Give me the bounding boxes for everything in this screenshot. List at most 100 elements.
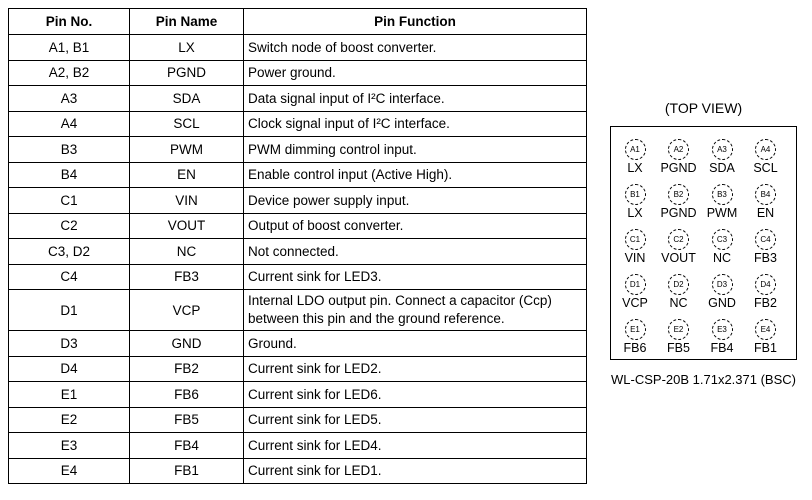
pin-id: A2: [668, 139, 689, 160]
top-view-title: (TOP VIEW): [664, 100, 743, 116]
pin-function: Current sink for LED3.: [243, 263, 587, 290]
table-row: C4 FB3 Current sink for LED3.: [8, 263, 587, 290]
pin-no: A1, B1: [8, 34, 130, 61]
pin-ball: E2 FB5: [657, 319, 701, 355]
pin-label: PGND: [660, 161, 697, 175]
pin-no: D4: [8, 355, 130, 382]
pin-id: C1: [624, 229, 646, 250]
pin-function: Switch node of boost converter.: [243, 34, 587, 61]
pin-function-table: Pin No. Pin Name Pin Function A1, B1 LX Sw…: [8, 8, 587, 484]
pin-name: SCL: [129, 110, 244, 137]
pin-function: Enable control input (Active High).: [243, 161, 587, 188]
pin-id: E4: [755, 319, 776, 340]
pin-ball: C4 FB3: [744, 229, 788, 265]
pin-ball: D2 NC: [657, 274, 701, 310]
pin-ball: A2 PGND: [657, 139, 701, 175]
pin-name: FB5: [129, 406, 244, 433]
pin-no: B4: [8, 161, 130, 188]
pin-ball: E4 FB1: [744, 319, 788, 355]
table-row: A2, B2 PGND Power ground.: [8, 59, 587, 86]
pin-id: A3: [711, 139, 733, 160]
pin-no: E4: [8, 457, 130, 484]
pin-name: PWM: [129, 136, 244, 163]
pin-ball: D3 GND: [700, 274, 744, 310]
pin-no: E3: [8, 432, 130, 459]
pin-name: VOUT: [129, 212, 244, 239]
pin-id: D4: [755, 274, 776, 295]
pin-function: Current sink for LED6.: [243, 381, 587, 408]
pin-id: E2: [668, 319, 689, 340]
pin-no: C1: [8, 187, 130, 214]
pin-label: FB3: [754, 251, 777, 265]
pin-no: D1: [8, 289, 130, 331]
pin-no: C4: [8, 263, 130, 290]
pin-ball: B2 PGND: [657, 184, 701, 220]
pin-ball: B4 EN: [744, 184, 788, 220]
pin-no: A4: [8, 110, 130, 137]
table-row: C1 VIN Device power supply input.: [8, 187, 587, 214]
header-pin-no: Pin No.: [8, 8, 130, 35]
pin-function: Current sink for LED4.: [243, 432, 587, 459]
pin-label: NC: [712, 251, 732, 265]
pin-id: A4: [755, 139, 776, 160]
pin-function: Power ground.: [243, 59, 587, 86]
pin-id: D3: [711, 274, 733, 295]
pin-id: E1: [624, 319, 646, 340]
pin-function: Data signal input of I²C interface.: [243, 85, 587, 112]
pin-function: Device power supply input.: [243, 187, 587, 214]
pin-no: A3: [8, 85, 130, 112]
pin-label: PGND: [660, 206, 697, 220]
table-row: D4 FB2 Current sink for LED2.: [8, 355, 587, 382]
pin-label: FB5: [667, 341, 690, 355]
pin-id: B3: [711, 184, 733, 205]
pin-label: SCL: [753, 161, 778, 175]
table-row: C3, D2 NC Not connected.: [8, 238, 587, 265]
pin-ball: C1 VIN: [613, 229, 657, 265]
pin-no: B3: [8, 136, 130, 163]
table-row: E1 FB6 Current sink for LED6.: [8, 381, 587, 408]
pin-no: D3: [8, 330, 130, 357]
pin-ball: A3 SDA: [700, 139, 744, 175]
pin-label: SDA: [709, 161, 735, 175]
pin-id: A1: [624, 139, 646, 160]
pin-label: EN: [756, 206, 775, 220]
header-pin-function: Pin Function: [243, 8, 587, 35]
pin-name: FB6: [129, 381, 244, 408]
table-row: D1 VCP Internal LDO output pin. Connect a …: [8, 289, 587, 331]
pin-function: Ground.: [243, 330, 587, 357]
package-caption: WL-CSP-20B 1.71x2.371 (BSC): [611, 372, 796, 387]
pin-name: EN: [129, 161, 244, 188]
pin-id: C2: [668, 229, 689, 250]
pin-function: Clock signal input of I²C interface.: [243, 110, 587, 137]
pin-label: VIN: [624, 251, 646, 265]
pin-id: C3: [711, 229, 733, 250]
pin-function: Output of boost converter.: [243, 212, 587, 239]
pin-ball: E3 FB4: [700, 319, 744, 355]
pin-label: LX: [627, 206, 643, 220]
pin-function: Current sink for LED2.: [243, 355, 587, 382]
pin-id: B2: [668, 184, 689, 205]
table-row: A4 SCL Clock signal input of I²C interface…: [8, 110, 587, 137]
pin-name: FB1: [129, 457, 244, 484]
pin-no: E1: [8, 381, 130, 408]
pin-label: LX: [627, 161, 643, 175]
pin-label: GND: [708, 296, 736, 310]
pin-ball: B3 PWM: [700, 184, 744, 220]
pin-id: B4: [755, 184, 776, 205]
pin-name: GND: [129, 330, 244, 357]
pin-no: C3, D2: [8, 238, 130, 265]
table-row: A3 SDA Data signal input of I²C interface.: [8, 85, 587, 112]
pin-id: D1: [624, 274, 646, 295]
pin-label: FB4: [710, 341, 734, 355]
pin-function: Not connected.: [243, 238, 587, 265]
pin-no: A2, B2: [8, 59, 130, 86]
pin-no: C2: [8, 212, 130, 239]
pin-ball: D1 VCP: [613, 274, 657, 310]
header-pin-name: Pin Name: [129, 8, 244, 35]
pin-label: VOUT: [661, 251, 696, 265]
pin-ball: A4 SCL: [744, 139, 788, 175]
package-diagram: A1 LX A2 PGND A3 SDA A4 SCL B1 LX B2 PGND B3 PWM B4 EN C…: [610, 126, 797, 360]
pin-id: D2: [668, 274, 689, 295]
pin-label: FB6: [623, 341, 647, 355]
pin-name: PGND: [129, 59, 244, 86]
